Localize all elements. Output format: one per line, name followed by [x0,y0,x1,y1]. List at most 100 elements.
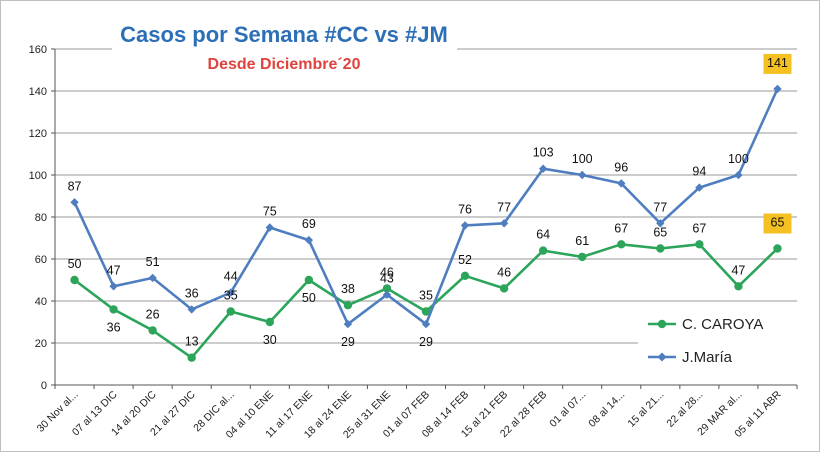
data-label-j-mar-a: 75 [263,205,277,219]
point-j-mar-a [109,282,118,291]
y-tick-label-80: 80 [35,212,47,224]
point-c-caroya [70,275,79,285]
point-j-mar-a [773,84,782,94]
legend-label-j-maria: J.María [682,349,733,366]
data-label-c-caroya: 50 [302,291,316,305]
data-label-c-caroya: 38 [341,282,355,296]
y-tick-label-60: 60 [35,254,47,266]
legend-marker-c-caroya [657,319,667,329]
point-c-caroya [265,317,274,327]
data-label-j-mar-a: 44 [224,270,238,284]
data-label-c-caroya: 13 [185,335,199,349]
y-tick-label-0: 0 [41,380,47,392]
point-c-caroya [656,244,665,253]
data-label-c-caroya: 50 [68,257,82,271]
data-label-j-mar-a: 77 [497,200,511,214]
point-j-mar-a [148,273,157,283]
y-tick-label-20: 20 [35,338,47,350]
data-label-highlight [763,53,792,74]
data-label-c-caroya: 47 [731,263,745,277]
point-c-caroya [304,275,314,285]
data-label-c-caroya: 67 [692,221,706,235]
point-j-mar-a [226,288,235,297]
data-label-j-mar-a: 51 [146,255,160,269]
legend-marker-j-maria [657,352,667,362]
data-labels: 50 36 26 13 35 30 50 38 46 35 52 46 64 61 67 65 67 47 65 87… [68,53,792,349]
data-label-c-caroya: 64 [536,228,550,242]
point-c-caroya [382,284,392,293]
y-tick-label-160: 160 [29,44,47,56]
point-j-mar-a [382,290,392,299]
data-label-c-caroya: 65 [771,216,785,230]
data-label-c-caroya: 52 [458,253,472,267]
data-label-c-caroya: 67 [614,221,628,235]
point-j-mar-a [343,319,353,329]
point-j-mar-a [499,219,509,228]
data-label-c-caroya: 35 [224,289,238,303]
title-background [112,14,457,74]
y-tick-label-120: 120 [29,128,47,140]
data-label-j-mar-a: 29 [419,335,433,349]
data-label-c-caroya: 36 [107,320,121,334]
chart-subtitle: Desde Diciembre´20 [208,56,361,73]
chart-title: Casos por Semana #CC vs #JM [120,22,448,47]
data-label-j-mar-a: 69 [302,217,316,231]
point-c-caroya [695,240,704,249]
point-j-mar-a [187,305,196,314]
point-j-mar-a [734,170,743,180]
data-label-j-mar-a: 43 [380,272,394,286]
data-label-j-mar-a: 76 [458,202,472,216]
point-j-mar-a [656,219,665,228]
point-c-caroya [343,301,353,310]
data-label-c-caroya: 46 [497,265,511,279]
data-label-highlight [763,213,792,234]
data-label-c-caroya: 46 [380,265,394,279]
data-label-c-caroya: 61 [575,234,589,248]
legend: C. CAROYA J.María [638,306,804,372]
data-label-c-caroya: 65 [653,226,667,240]
point-c-caroya [460,271,470,280]
point-c-caroya [578,252,587,262]
point-c-caroya [538,246,548,255]
series-lines [70,84,782,362]
data-label-c-caroya: 26 [146,307,160,321]
y-tick-label-140: 140 [29,86,47,98]
data-label-j-mar-a: 47 [107,263,121,277]
point-c-caroya [617,240,626,249]
data-label-j-mar-a: 100 [572,152,593,166]
point-c-caroya [148,326,157,335]
data-label-j-mar-a: 94 [692,165,706,179]
point-c-caroya [187,353,196,362]
data-label-j-mar-a: 36 [185,286,199,300]
data-label-j-mar-a: 100 [728,152,749,166]
legend-background [638,306,804,372]
point-j-mar-a [460,221,470,230]
point-c-caroya [226,307,235,316]
point-c-caroya [421,307,431,316]
point-c-caroya [773,244,782,253]
point-c-caroya [109,305,118,314]
point-j-mar-a [578,170,587,180]
point-j-mar-a [695,183,704,192]
data-label-j-mar-a: 87 [68,179,82,193]
point-j-mar-a [617,179,626,188]
data-label-j-mar-a: 77 [653,200,667,214]
data-label-j-mar-a: 96 [614,160,628,174]
point-j-mar-a [538,164,548,173]
legend-label-c-caroya: C. CAROYA [682,316,763,333]
point-j-mar-a [70,198,79,207]
point-c-caroya [734,282,743,291]
point-j-mar-a [421,319,431,329]
data-label-c-caroya: 35 [419,289,433,303]
data-label-j-mar-a: 29 [341,335,355,349]
y-tick-label-40: 40 [35,296,47,308]
data-label-j-mar-a: 103 [533,146,554,160]
point-c-caroya [499,284,509,293]
y-tick-label-100: 100 [29,170,47,182]
data-label-j-mar-a: 141 [767,56,788,70]
point-j-mar-a [265,223,274,232]
point-j-mar-a [304,235,314,245]
data-label-c-caroya: 30 [263,333,277,347]
